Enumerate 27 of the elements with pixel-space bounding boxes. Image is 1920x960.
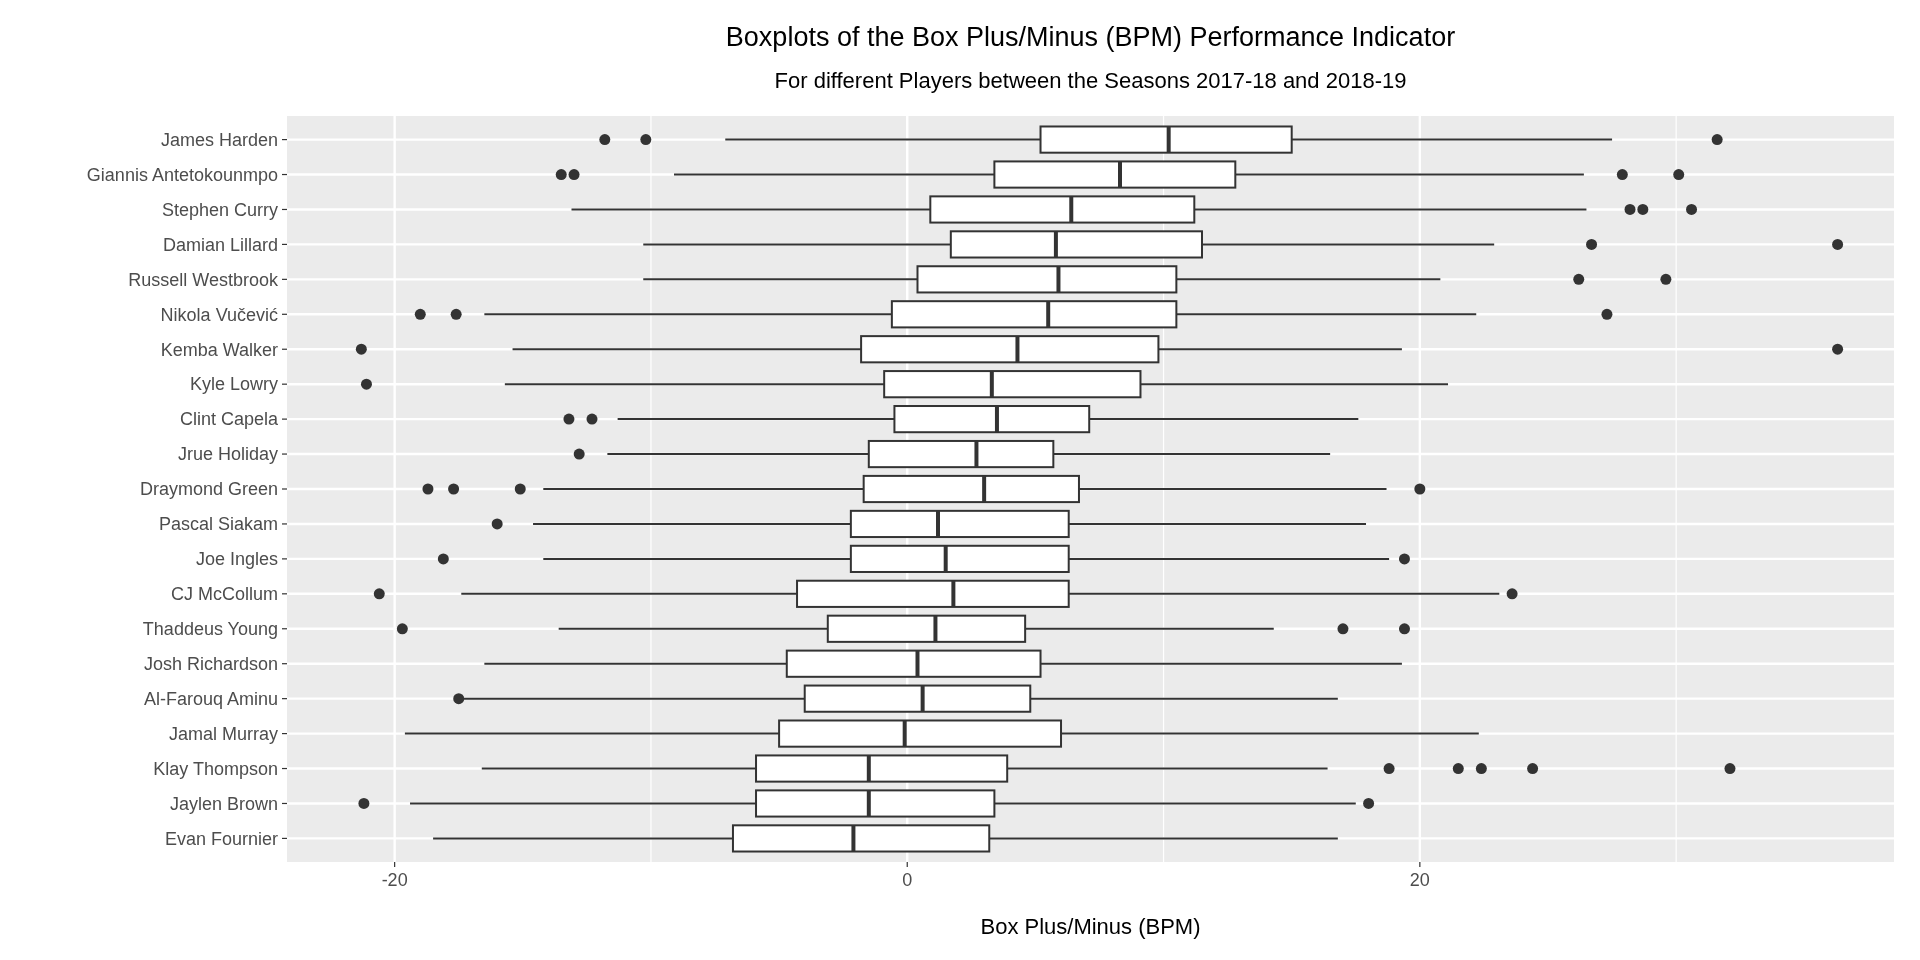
- y-tick-label: Kemba Walker: [160, 339, 278, 360]
- chart-title: Boxplots of the Box Plus/Minus (BPM) Performance Indicator: [725, 22, 1456, 52]
- y-tick-label: Draymond Green: [139, 479, 278, 500]
- y-tick-label: James Harden: [160, 129, 278, 150]
- x-axis-title: Box Plus/Minus (BPM): [980, 914, 1201, 939]
- y-tick-label: Evan Fournier: [164, 828, 278, 849]
- y-tick-label: Jrue Holiday: [177, 444, 278, 465]
- y-tick-label: Klay Thompson: [153, 758, 278, 779]
- y-tick-label: Kyle Lowry: [189, 374, 278, 395]
- chart-subtitle: For different Players between the Seasons 2017-18 and 2018-19: [774, 68, 1407, 93]
- y-tick-label: Al-Farouq Aminu: [143, 688, 278, 709]
- y-tick-label: Clint Capela: [179, 409, 279, 430]
- y-tick-label: Damian Lillard: [162, 234, 278, 255]
- y-tick-label: Nikola Vučević: [160, 304, 278, 325]
- y-tick-label: Joe Ingles: [195, 549, 278, 570]
- y-tick-label: Stephen Curry: [161, 199, 278, 220]
- y-tick-label: Russell Westbrook: [128, 269, 279, 290]
- x-tick-label: 20: [1409, 870, 1430, 890]
- y-tick-label: CJ McCollum: [170, 584, 278, 605]
- y-tick-label: Pascal Siakam: [158, 514, 278, 535]
- y-tick-label: Jamal Murray: [168, 723, 278, 744]
- y-tick-label: Thaddeus Young: [142, 619, 278, 640]
- y-tick-label: Josh Richardson: [143, 654, 278, 675]
- x-tick-label: -20: [381, 870, 408, 890]
- x-tick-label: 0: [902, 870, 913, 890]
- y-tick-label: Giannis Antetokounmpo: [86, 164, 278, 185]
- y-tick-label: Jaylen Brown: [169, 793, 278, 814]
